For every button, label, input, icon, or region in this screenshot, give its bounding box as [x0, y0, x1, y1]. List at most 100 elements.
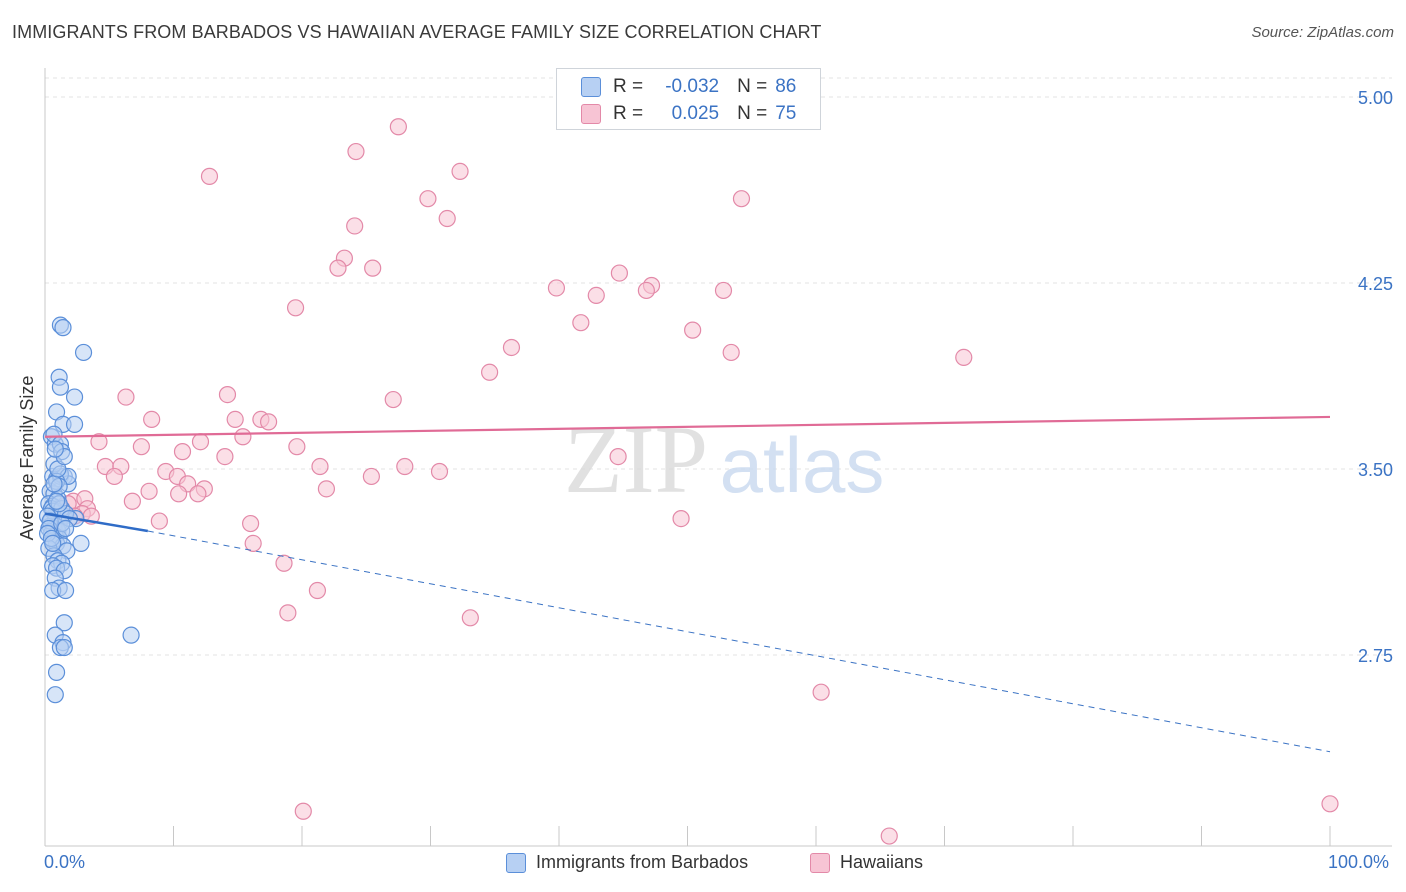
barbados-point	[55, 638, 73, 657]
hawaiians-point	[143, 410, 161, 428]
hawaiians-point	[286, 299, 305, 317]
hawaiians-point	[364, 259, 382, 277]
barbados-point	[56, 519, 75, 538]
trend-lines	[44, 415, 1331, 753]
hawaiians-point	[955, 348, 973, 366]
hawaiians-point	[170, 485, 188, 503]
hawaiians-point	[189, 485, 207, 503]
hawaiians-point	[880, 827, 898, 845]
r-value: -0.032	[665, 76, 720, 97]
watermark-atlas: atlas	[720, 421, 885, 509]
hawaiians-point	[308, 581, 327, 600]
hawaiians-point	[384, 390, 402, 409]
legend-label-hawaiians: Hawaiians	[840, 852, 924, 872]
hawaiians-point	[481, 363, 499, 381]
hawaiians-point	[317, 480, 336, 498]
barbados-swatch	[581, 77, 601, 97]
barbados-point	[65, 415, 84, 433]
hawaiians-point	[362, 467, 380, 486]
hawaiians-point	[242, 514, 260, 533]
hawaiians-points	[54, 118, 1339, 845]
hawaiians-point	[288, 438, 306, 456]
hawaiians-point	[587, 286, 605, 304]
barbados-point	[46, 440, 64, 458]
barbados-point	[56, 581, 75, 600]
n-value: 75	[775, 103, 797, 124]
legend-item-barbados[interactable]: Immigrants from Barbados	[506, 852, 748, 873]
hawaiians-point	[105, 467, 123, 486]
hawaiians-point	[389, 118, 407, 136]
hawaiians-point	[672, 509, 690, 528]
hawaiians-point	[132, 438, 150, 456]
hawaiians-point	[244, 534, 262, 553]
r-label: R =	[613, 103, 644, 124]
hawaiians-point	[684, 321, 702, 339]
grid-lines	[45, 77, 1392, 656]
hawaiians-point	[722, 343, 740, 362]
hawaiians-point	[173, 443, 192, 461]
y-tick-label: 3.50	[1358, 460, 1393, 480]
barbados-point	[55, 614, 73, 632]
source-credit: Source: ZipAtlas.com	[1251, 24, 1394, 41]
x-tick-label-max: 100.0%	[1328, 852, 1390, 872]
y-tick-label: 2.75	[1358, 646, 1393, 666]
y-tick-label: 4.25	[1358, 274, 1393, 294]
barbados-point	[72, 534, 90, 553]
hawaiians-point	[396, 457, 414, 476]
hawaiians-point	[461, 609, 479, 627]
hawaiians-trend-line	[44, 415, 1331, 438]
hawaiians-point	[150, 512, 168, 530]
hawaiians-point	[140, 482, 158, 500]
hawaiians-point	[451, 162, 469, 180]
hawaiians-point	[218, 386, 237, 404]
hawaiians-point	[259, 413, 278, 431]
stats-row-hawaiians: R = 0.025 N = 75	[581, 101, 796, 127]
hawaiians-point	[200, 167, 219, 185]
hawaiians-point	[216, 448, 234, 466]
barbados-point	[44, 534, 62, 553]
hawaiians-point	[294, 802, 312, 820]
hawaiians-point	[346, 217, 364, 235]
y-tick-label: 5.00	[1358, 88, 1393, 108]
r-label: R =	[613, 76, 644, 97]
x-tick-label-min: 0.0%	[44, 852, 86, 872]
barbados-point	[74, 343, 93, 362]
hawaiians-point	[123, 492, 141, 510]
barbados-point	[47, 663, 66, 681]
hawaiians-point	[547, 279, 566, 297]
watermark: ZIP atlas	[564, 406, 884, 513]
hawaiians-point	[1321, 795, 1339, 813]
barbados-point	[122, 626, 140, 644]
hawaiians-point	[191, 433, 210, 451]
hawaiians-point	[812, 683, 830, 701]
r-value: 0.025	[671, 103, 720, 124]
barbados-point	[51, 378, 70, 396]
legend-label-barbados: Immigrants from Barbados	[536, 852, 749, 872]
hawaiians-point	[226, 410, 244, 428]
legend-item-hawaiians[interactable]: Hawaiians	[810, 852, 923, 873]
hawaiians-point	[609, 448, 627, 466]
y-axis-label: Average Family Size	[17, 376, 37, 541]
hawaiians-point	[90, 433, 108, 451]
barbados-point	[54, 319, 72, 337]
y-tick-labels: 2.75 3.50 4.25 5.00	[1358, 88, 1393, 666]
hawaiians-point	[714, 281, 733, 300]
hawaiians-point	[234, 428, 252, 446]
barbados-trend-solid	[44, 512, 149, 533]
n-value: 86	[775, 76, 797, 97]
hawaiians-point	[117, 388, 135, 406]
hawaiians-point	[610, 264, 628, 282]
hawaiians-point	[311, 457, 329, 476]
hawaiians-legend-swatch	[810, 852, 830, 873]
barbados-point	[46, 686, 64, 704]
n-label: N =	[737, 76, 768, 97]
hawaiians-point	[430, 462, 449, 481]
barbados-trend-dashed	[147, 530, 1331, 753]
hawaiians-point	[275, 554, 293, 572]
hawaiians-point	[502, 338, 521, 357]
hawaiians-point	[347, 142, 365, 161]
hawaiians-point	[279, 604, 297, 622]
chart-title: IMMIGRANTS FROM BARBADOS VS HAWAIIAN AVE…	[12, 22, 822, 42]
hawaiians-swatch	[581, 104, 601, 124]
